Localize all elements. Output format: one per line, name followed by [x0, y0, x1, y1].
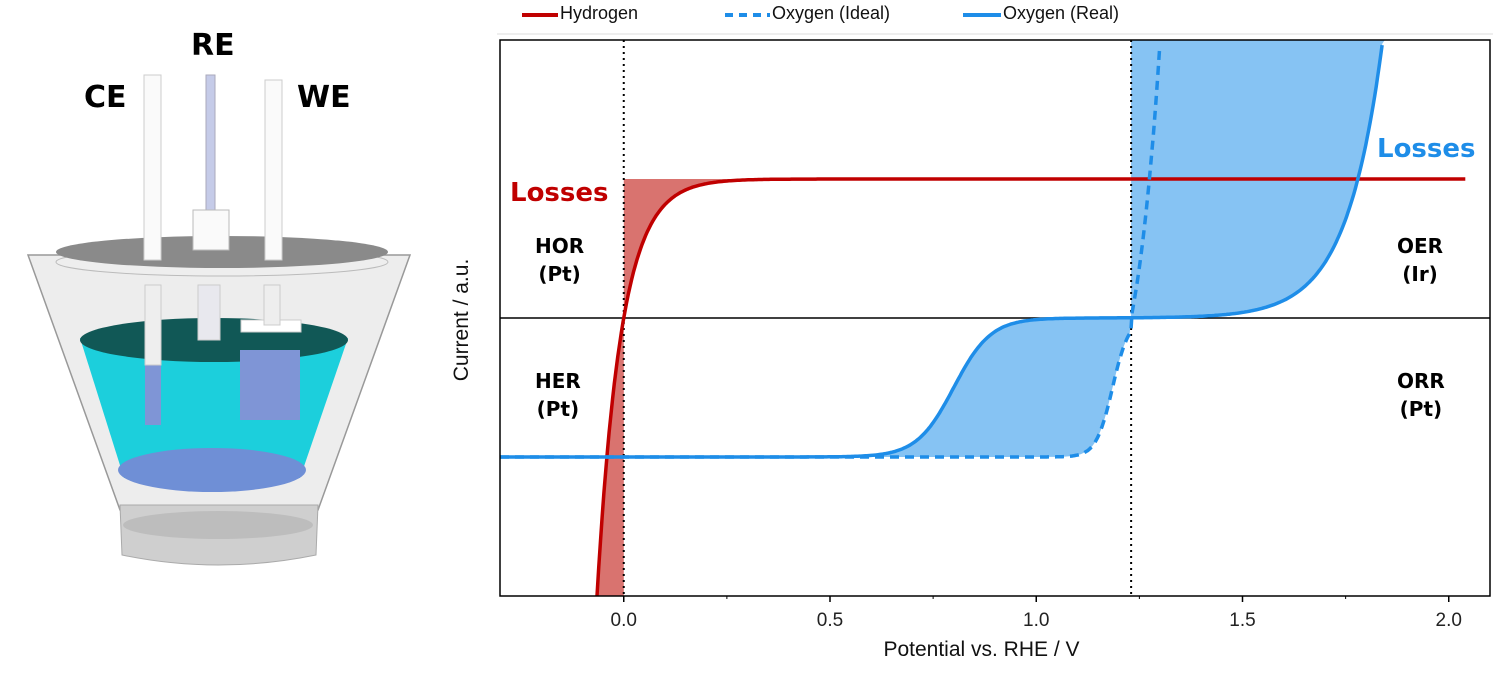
label-counter-electrode: CE: [84, 80, 127, 115]
annotation-orr: ORR (Pt): [1397, 369, 1445, 421]
legend-hydrogen: Hydrogen: [560, 3, 639, 23]
series-hydrogen: [595, 177, 1466, 597]
annotation-hydrogen-losses: Losses: [510, 178, 609, 208]
counter-electrode-rod: [143, 74, 162, 261]
x-tick-label: 0.0: [611, 610, 637, 631]
reference-electrode-holder: [192, 209, 230, 251]
counter-electrode-immersed: [145, 350, 161, 425]
legend-oxygen-real: Oxygen (Real): [1003, 3, 1120, 23]
legend-oxygen-ideal: Oxygen (Ideal): [772, 3, 891, 23]
label-working-electrode: WE: [297, 80, 351, 115]
oxygen-reduction-losses-region: [850, 317, 1132, 457]
x-tick-label: 2.0: [1436, 610, 1462, 631]
electrochemical-cell-diagram: [26, 74, 412, 566]
x-tick-label: 0.5: [817, 610, 843, 631]
x-tick-label: 1.0: [1023, 610, 1049, 631]
series-oxygen-real: [500, 44, 1384, 459]
working-electrode-rod: [264, 79, 283, 261]
x-axis-label: Potential vs. RHE / V: [883, 638, 1080, 661]
annotation-her: HER (Pt): [535, 369, 581, 421]
annotation-oxygen-losses: Losses: [1377, 134, 1476, 164]
hydrogen-losses-region: [597, 179, 748, 596]
label-reference-electrode: RE: [191, 28, 235, 63]
cell-bottom: [118, 448, 306, 492]
annotation-hor: HOR (Pt): [535, 234, 585, 286]
x-tick-label: 1.5: [1229, 610, 1255, 631]
working-electrode-plate: [240, 350, 300, 420]
annotation-oer: OER (Ir): [1397, 234, 1444, 286]
y-axis-label: Current / a.u.: [450, 258, 473, 382]
plot-frame: [499, 39, 1491, 597]
